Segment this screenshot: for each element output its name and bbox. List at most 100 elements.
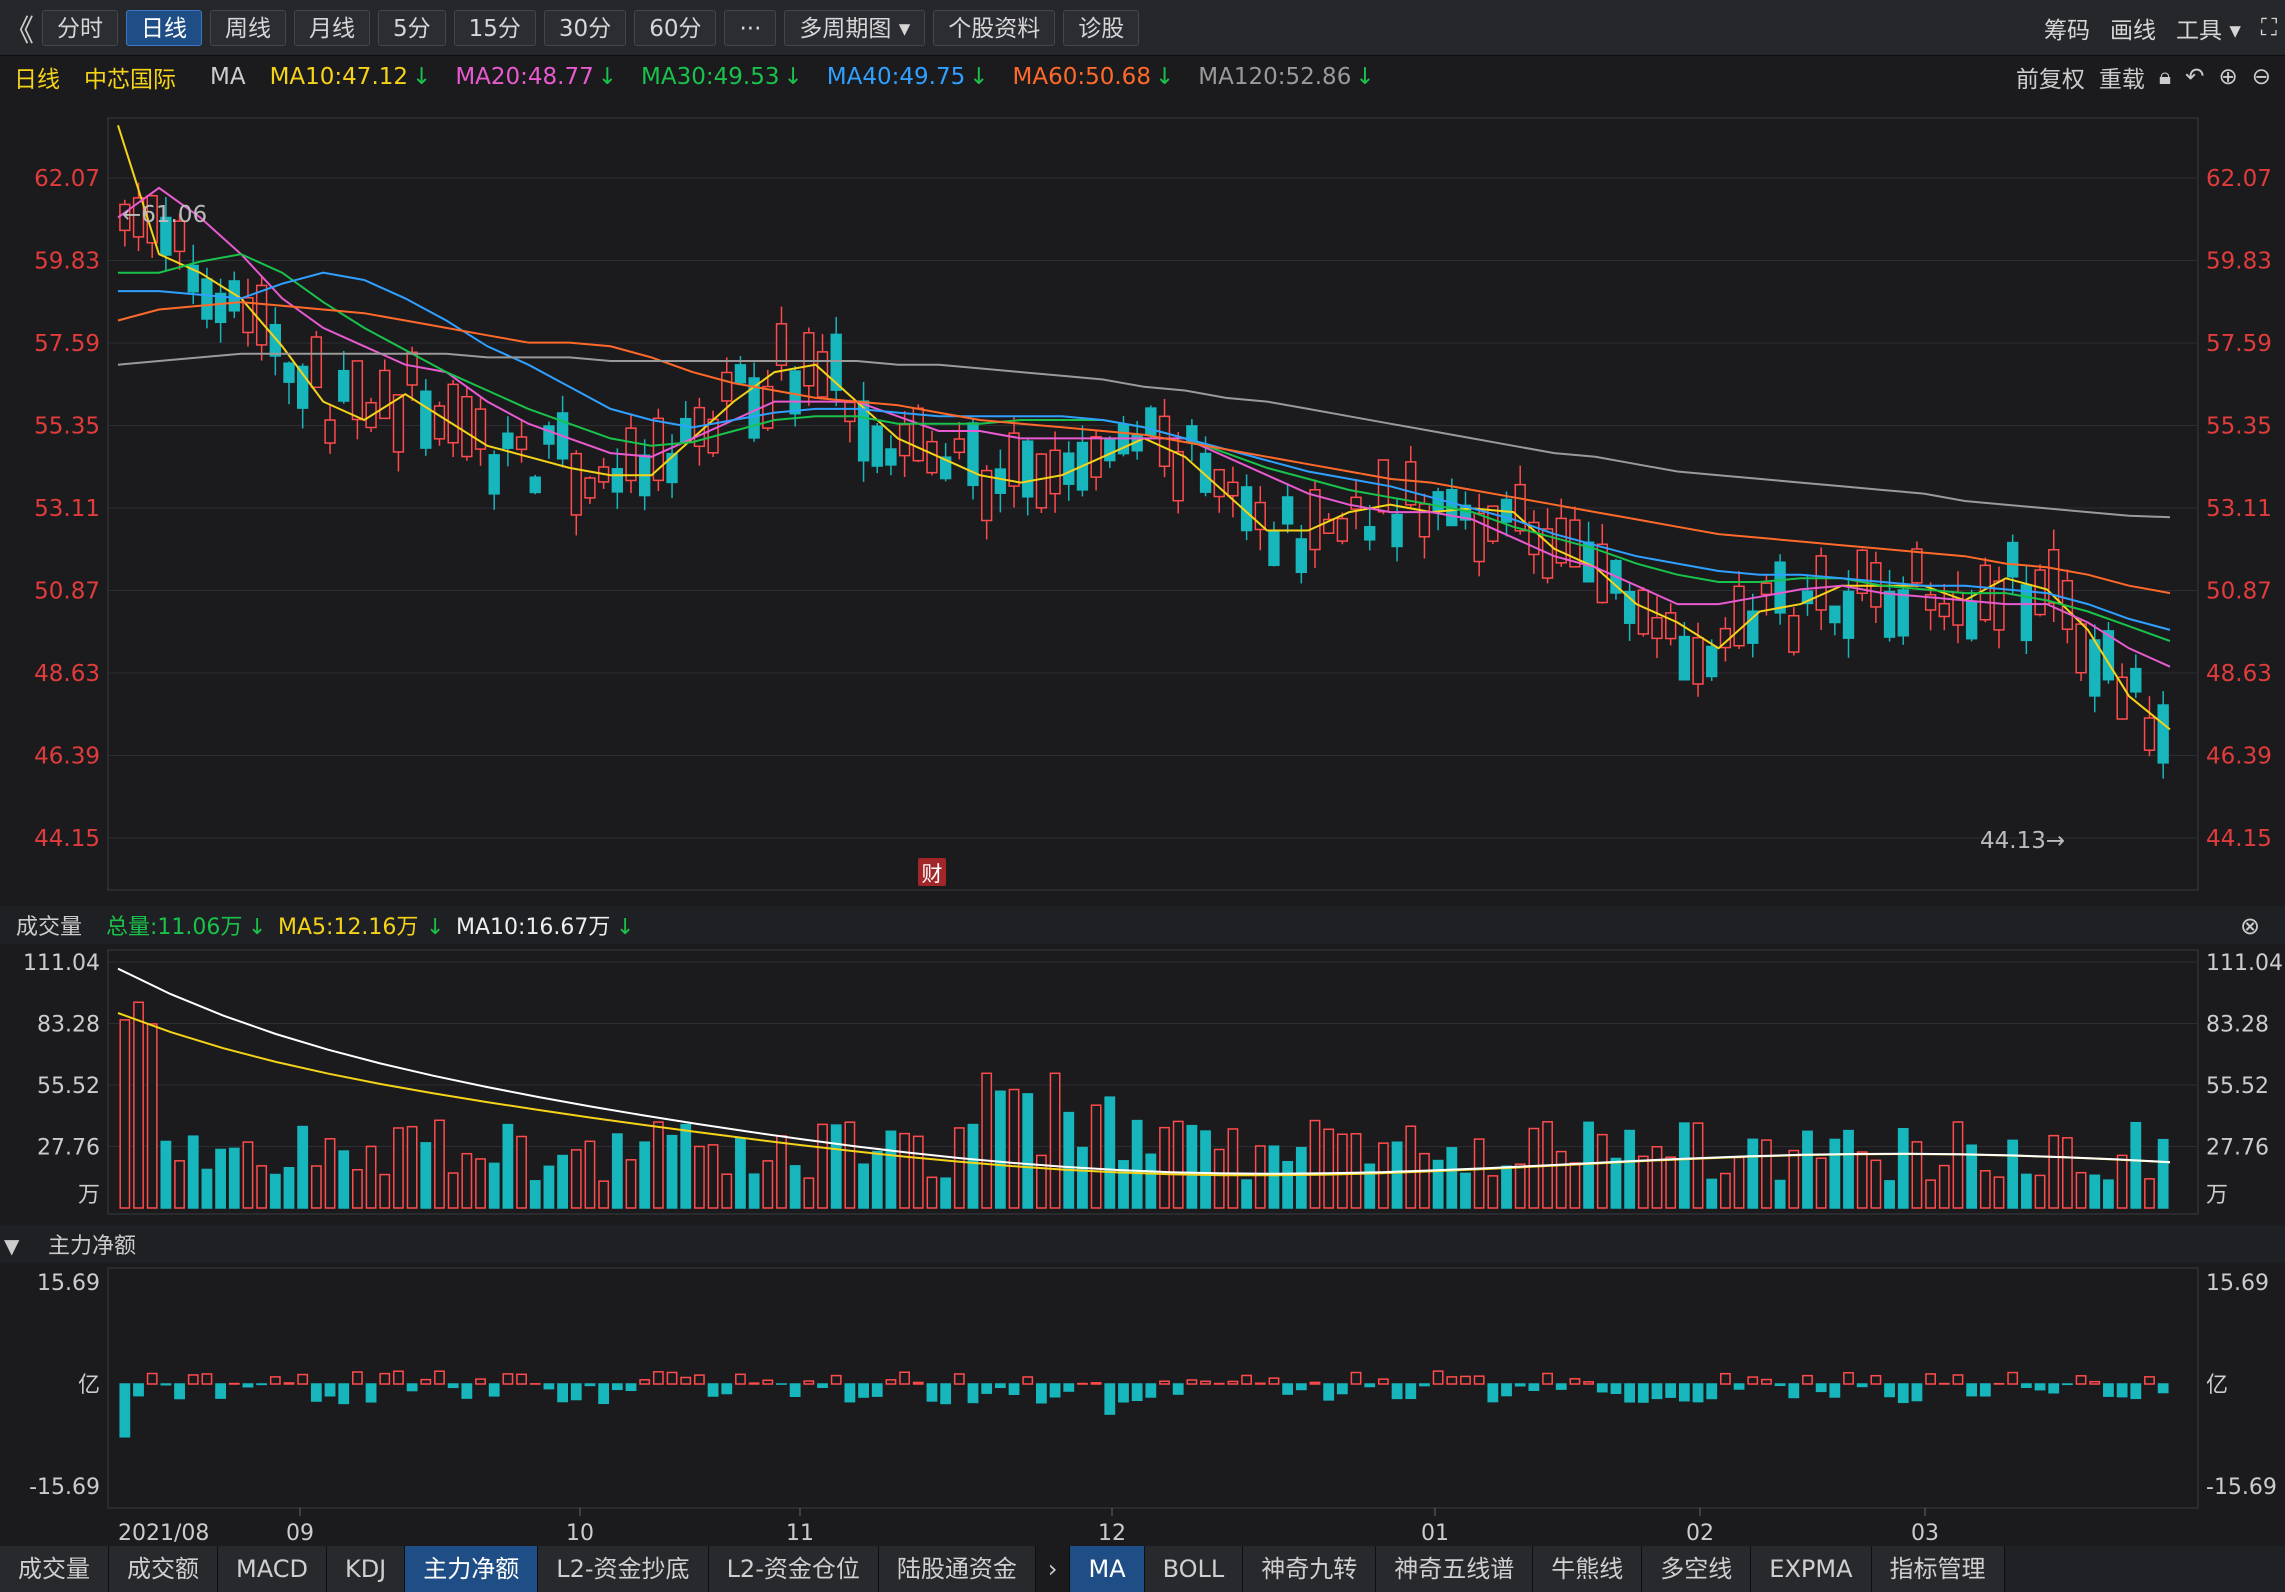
volume-bar xyxy=(994,1090,1006,1209)
period-button[interactable]: 周线 xyxy=(210,9,286,46)
indicator-tab[interactable]: 神奇九转 xyxy=(1243,1546,1377,1592)
volume-unit-right: 万 xyxy=(2206,1183,2228,1208)
lock-icon[interactable]: 🔒︎ xyxy=(2158,64,2172,90)
indicator-tab[interactable]: 主力净额 xyxy=(405,1546,539,1592)
flow-bar xyxy=(2130,1383,2142,1400)
indicator-tab[interactable]: L2-资金仓位 xyxy=(708,1546,879,1592)
period-button[interactable]: 60分 xyxy=(634,9,717,46)
flow-bar xyxy=(1323,1383,1335,1401)
forward-adjust-button[interactable]: 前复权 xyxy=(2015,67,2085,93)
candle xyxy=(1309,488,1321,551)
stock-name: 中芯国际 xyxy=(84,67,176,93)
zoom-out-icon[interactable]: ⊖ xyxy=(2251,64,2271,90)
flow-bar xyxy=(885,1379,897,1385)
candle xyxy=(392,394,405,453)
flow-bar xyxy=(297,1373,309,1385)
period-toolbar: 《 分时 日线 周线 月线 5分 15分 30分 60分 ··· 多周期图 ▾ 个股资料 诊股 筹码 … xyxy=(0,0,2285,56)
volume-total-arrow: ↓ xyxy=(248,915,266,940)
volume-bar xyxy=(1501,1165,1512,1209)
volume-bar xyxy=(666,1134,678,1209)
volume-bar xyxy=(160,1140,172,1209)
volume-bar xyxy=(1610,1157,1622,1209)
candle xyxy=(1514,483,1526,532)
flow-bar xyxy=(1350,1371,1362,1385)
chip-button[interactable]: 筹码 xyxy=(2044,18,2091,44)
flow-bar xyxy=(2116,1383,2128,1398)
flow-bar xyxy=(981,1383,993,1394)
indicator-tab[interactable]: BOLL xyxy=(1144,1546,1244,1592)
flow-bar xyxy=(844,1383,856,1403)
period-button[interactable]: 日线 xyxy=(126,9,202,46)
volume-bar xyxy=(817,1123,828,1209)
draw-line-button[interactable]: 画线 xyxy=(2110,18,2157,44)
flow-bar xyxy=(351,1371,363,1385)
period-button[interactable]: 15分 xyxy=(453,9,536,46)
chevron-right-icon[interactable]: › xyxy=(1035,1546,1071,1592)
close-icon[interactable]: ⊗ xyxy=(2240,912,2260,940)
candle xyxy=(830,333,842,391)
volume-bar xyxy=(2007,1139,2019,1209)
flow-bar xyxy=(2034,1383,2046,1391)
candle xyxy=(310,336,323,389)
indicator-tab[interactable]: 多空线 xyxy=(1642,1546,1752,1592)
indicator-tab[interactable]: 陆股通资金 xyxy=(878,1546,1036,1592)
flow-bar xyxy=(707,1383,719,1397)
volume-bar xyxy=(283,1167,295,1209)
period-button[interactable]: 个股资料 xyxy=(933,9,1056,46)
candle xyxy=(570,452,582,516)
period-button[interactable]: 5分 xyxy=(378,9,446,46)
volume-bar xyxy=(1788,1149,1800,1209)
zoom-in-icon[interactable]: ⊕ xyxy=(2218,64,2238,90)
flow-bar xyxy=(1200,1380,1211,1385)
candle xyxy=(1022,440,1034,498)
indicator-tab[interactable]: EXPMA xyxy=(1751,1546,1872,1592)
flow-bar xyxy=(693,1374,705,1385)
reload-button[interactable]: 重载 xyxy=(2098,67,2145,93)
candle xyxy=(1008,432,1020,487)
indicator-tab[interactable]: 指标管理 xyxy=(1871,1546,2005,1592)
period-button[interactable]: ··· xyxy=(724,9,777,46)
ma-legend-value: MA10:47.12 xyxy=(269,64,409,90)
period-button[interactable]: 分时 xyxy=(42,9,118,46)
double-chevron-left-icon[interactable]: 《 xyxy=(4,13,34,49)
date-axis-label: 2021/08 xyxy=(118,1521,209,1546)
volume-bar xyxy=(174,1160,185,1209)
indicator-tab[interactable]: 成交量 xyxy=(0,1546,109,1592)
indicator-tab[interactable]: MA xyxy=(1070,1546,1145,1592)
stock-chart[interactable]: 62.07 62.07 59.83 59.83 57.59 57.59 55.35 55.35… xyxy=(0,0,2285,1546)
volume-bar xyxy=(1952,1121,1964,1209)
indicator-tab[interactable]: 牛熊线 xyxy=(1533,1546,1643,1592)
flow-bar xyxy=(1952,1374,1964,1385)
indicator-tab[interactable]: 成交额 xyxy=(109,1546,218,1592)
ma-label[interactable]: MA xyxy=(210,64,246,90)
volume-bar xyxy=(475,1158,486,1209)
undo-icon[interactable]: ↶ xyxy=(2185,64,2205,90)
volume-bar xyxy=(1829,1138,1841,1209)
volume-bar xyxy=(1159,1126,1170,1209)
candle xyxy=(967,422,979,487)
triangle-down-icon[interactable]: ▼ xyxy=(4,1234,20,1258)
indicator-tab[interactable]: KDJ xyxy=(326,1546,406,1592)
period-button[interactable]: 月线 xyxy=(294,9,370,46)
volume-bar xyxy=(228,1147,240,1209)
indicator-tab[interactable]: L2-资金抄底 xyxy=(538,1546,709,1592)
period-button[interactable]: 诊股 xyxy=(1063,9,1140,46)
indicator-tab[interactable]: 神奇五线谱 xyxy=(1376,1546,1534,1592)
finance-badge[interactable]: 财 xyxy=(922,862,943,886)
volume-bar xyxy=(1911,1141,1923,1209)
period-button[interactable]: 30分 xyxy=(543,9,627,46)
candle xyxy=(338,369,350,402)
candle xyxy=(775,323,788,366)
fullscreen-icon[interactable]: ⛶ xyxy=(2260,15,2277,41)
flow-bar xyxy=(830,1374,842,1385)
flow-bar xyxy=(1487,1383,1499,1403)
volume-bar xyxy=(242,1141,254,1209)
period-button[interactable]: 多周期图 ▾ xyxy=(784,9,926,46)
flow-bar xyxy=(735,1373,746,1385)
candle xyxy=(1842,590,1855,639)
indicator-tab[interactable]: MACD xyxy=(218,1546,327,1592)
flow-bar xyxy=(1829,1383,1841,1398)
volume-bar xyxy=(1637,1155,1649,1209)
tools-button[interactable]: 工具 ▾ xyxy=(2176,18,2241,44)
flow-bar xyxy=(2007,1371,2019,1385)
